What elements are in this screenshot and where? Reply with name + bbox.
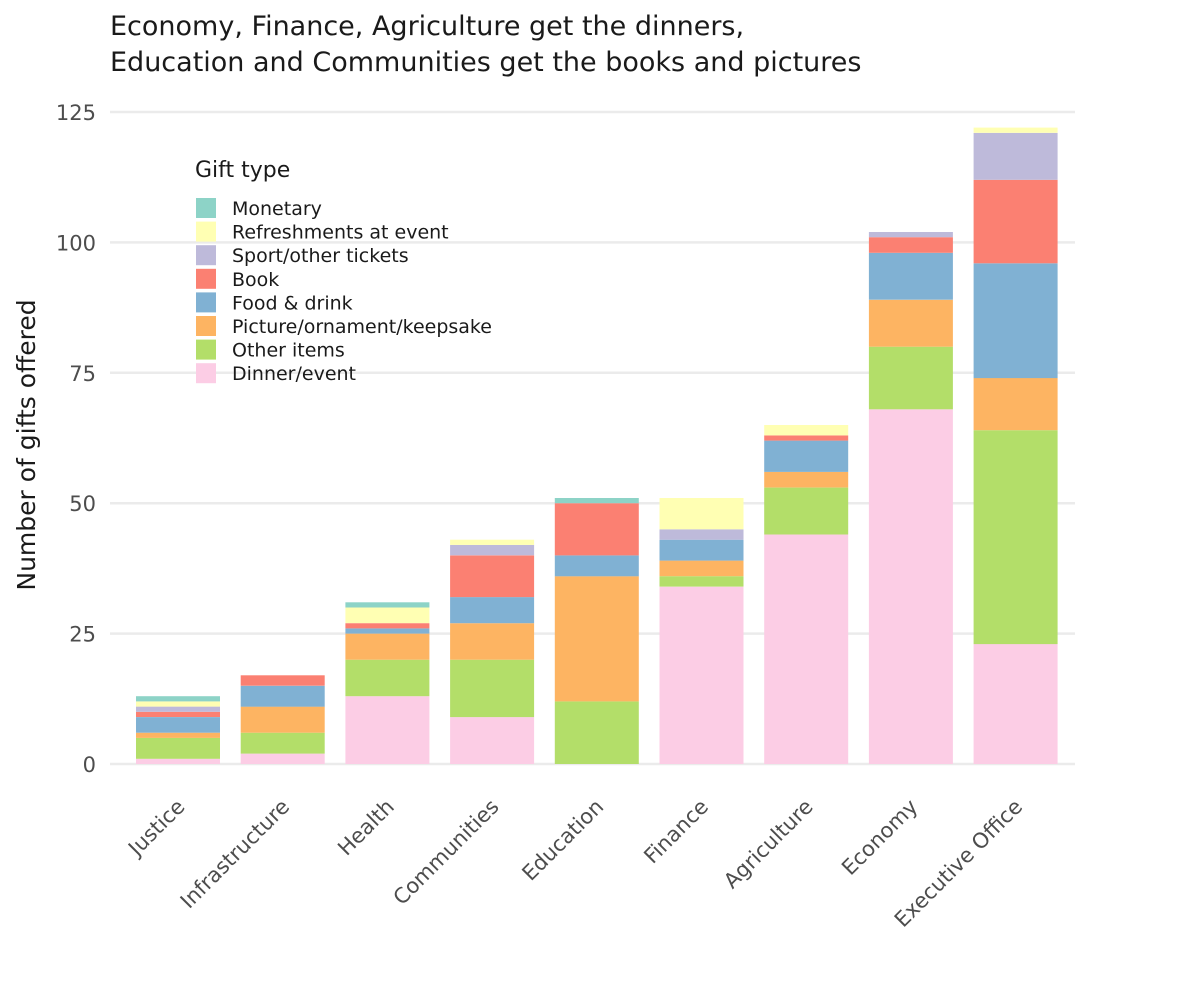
y-axis-title: Number of gifts offered bbox=[12, 299, 41, 590]
bar-segment bbox=[450, 539, 535, 545]
bar-segment bbox=[240, 675, 325, 686]
bar-segment bbox=[868, 409, 953, 764]
legend-label: Picture/ornament/keepsake bbox=[232, 316, 492, 338]
x-tick-label: Communities bbox=[389, 795, 504, 910]
legend-swatch bbox=[196, 363, 216, 384]
bar-segment bbox=[345, 633, 430, 660]
bar-segment bbox=[973, 132, 1058, 180]
bar-segment bbox=[136, 696, 220, 702]
legend-swatch bbox=[196, 316, 216, 336]
chart-title: Economy, Finance, Agriculture get the di… bbox=[110, 11, 861, 78]
y-axis-ticks: 0 25 50 75 100 125 bbox=[56, 101, 96, 777]
bar-segment bbox=[764, 487, 849, 535]
x-tick-label: Infrastructure bbox=[176, 795, 295, 914]
legend-title: Gift type bbox=[195, 158, 290, 183]
bar-segment bbox=[345, 607, 430, 624]
bar-segment bbox=[868, 237, 953, 253]
bar-segment bbox=[240, 753, 325, 764]
x-tick-label: Justice bbox=[122, 795, 189, 862]
bar-segment bbox=[345, 602, 430, 608]
bar-segment bbox=[554, 555, 639, 577]
x-tick-label: Finance bbox=[639, 795, 713, 869]
bar-segment bbox=[764, 440, 849, 472]
bar-segment bbox=[659, 560, 744, 577]
legend-swatch bbox=[196, 221, 216, 242]
bar-segment bbox=[554, 576, 639, 702]
bar-segment bbox=[659, 576, 744, 587]
legend-label: Dinner/event bbox=[232, 363, 356, 385]
bar-segment bbox=[136, 701, 220, 707]
y-tick-label: 100 bbox=[56, 231, 96, 255]
bar-segment bbox=[973, 179, 1058, 264]
bar-segment bbox=[973, 378, 1058, 431]
legend-label: Refreshments at event bbox=[232, 222, 449, 244]
legend-swatch bbox=[196, 198, 216, 218]
bar-segment bbox=[136, 711, 220, 717]
legend-swatch bbox=[196, 245, 216, 266]
bar-segment bbox=[764, 471, 849, 488]
bar-segment bbox=[659, 586, 744, 764]
bar-segment bbox=[450, 717, 535, 764]
bar-segment bbox=[345, 659, 430, 697]
bar-segment bbox=[554, 503, 639, 556]
x-tick-label: Health bbox=[333, 795, 399, 861]
bar-segment bbox=[973, 127, 1058, 133]
bar-segment bbox=[973, 644, 1058, 764]
bar-segment bbox=[868, 299, 953, 347]
legend-label: Book bbox=[232, 269, 279, 291]
y-tick-label: 125 bbox=[56, 101, 96, 125]
bar-segment bbox=[345, 696, 430, 764]
chart-title-line: Education and Communities get the books … bbox=[110, 47, 861, 78]
bar-segment bbox=[240, 732, 325, 754]
legend-swatch bbox=[196, 339, 216, 360]
bar-segment bbox=[554, 701, 639, 764]
bar-segment bbox=[136, 732, 220, 738]
bar-segment bbox=[450, 597, 535, 624]
bar-segment bbox=[450, 544, 535, 556]
bar-segment bbox=[136, 758, 220, 764]
bar-segment bbox=[240, 706, 325, 733]
x-tick-label: Education bbox=[517, 795, 608, 886]
y-tick-label: 75 bbox=[69, 362, 96, 386]
bar-segment bbox=[973, 430, 1058, 645]
legend-label: Monetary bbox=[232, 198, 322, 220]
bar-segment bbox=[136, 706, 220, 712]
bar-segment bbox=[345, 623, 430, 629]
bar-segment bbox=[659, 529, 744, 540]
legend-swatch bbox=[196, 292, 216, 313]
bar-segment bbox=[764, 425, 849, 436]
y-tick-label: 50 bbox=[69, 492, 96, 516]
bar-segment bbox=[868, 232, 953, 238]
x-tick-label: Economy bbox=[837, 795, 922, 880]
legend-swatch bbox=[196, 268, 216, 289]
legend-label: Sport/other tickets bbox=[232, 245, 409, 267]
bar-segment bbox=[554, 498, 639, 504]
bar-segment bbox=[450, 659, 535, 718]
y-tick-label: 0 bbox=[83, 753, 96, 777]
chart-title-line: Economy, Finance, Agriculture get the di… bbox=[110, 11, 744, 42]
bars bbox=[136, 127, 1058, 764]
bar-segment bbox=[973, 263, 1058, 379]
bar-segment bbox=[345, 628, 430, 634]
bar-segment bbox=[659, 539, 744, 561]
legend-label: Food & drink bbox=[232, 292, 353, 314]
bar-segment bbox=[764, 435, 849, 441]
bar-segment bbox=[136, 717, 220, 733]
bar-segment bbox=[868, 346, 953, 410]
bar-segment bbox=[868, 252, 953, 300]
bar-segment bbox=[764, 534, 849, 764]
x-tick-label: Agriculture bbox=[719, 795, 818, 894]
bar-segment bbox=[240, 685, 325, 707]
bar-segment bbox=[450, 623, 535, 660]
bar-segment bbox=[659, 498, 744, 530]
bar-segment bbox=[136, 737, 220, 759]
bar-segment bbox=[450, 555, 535, 598]
legend-label: Other items bbox=[232, 340, 345, 362]
y-tick-label: 25 bbox=[69, 623, 96, 647]
